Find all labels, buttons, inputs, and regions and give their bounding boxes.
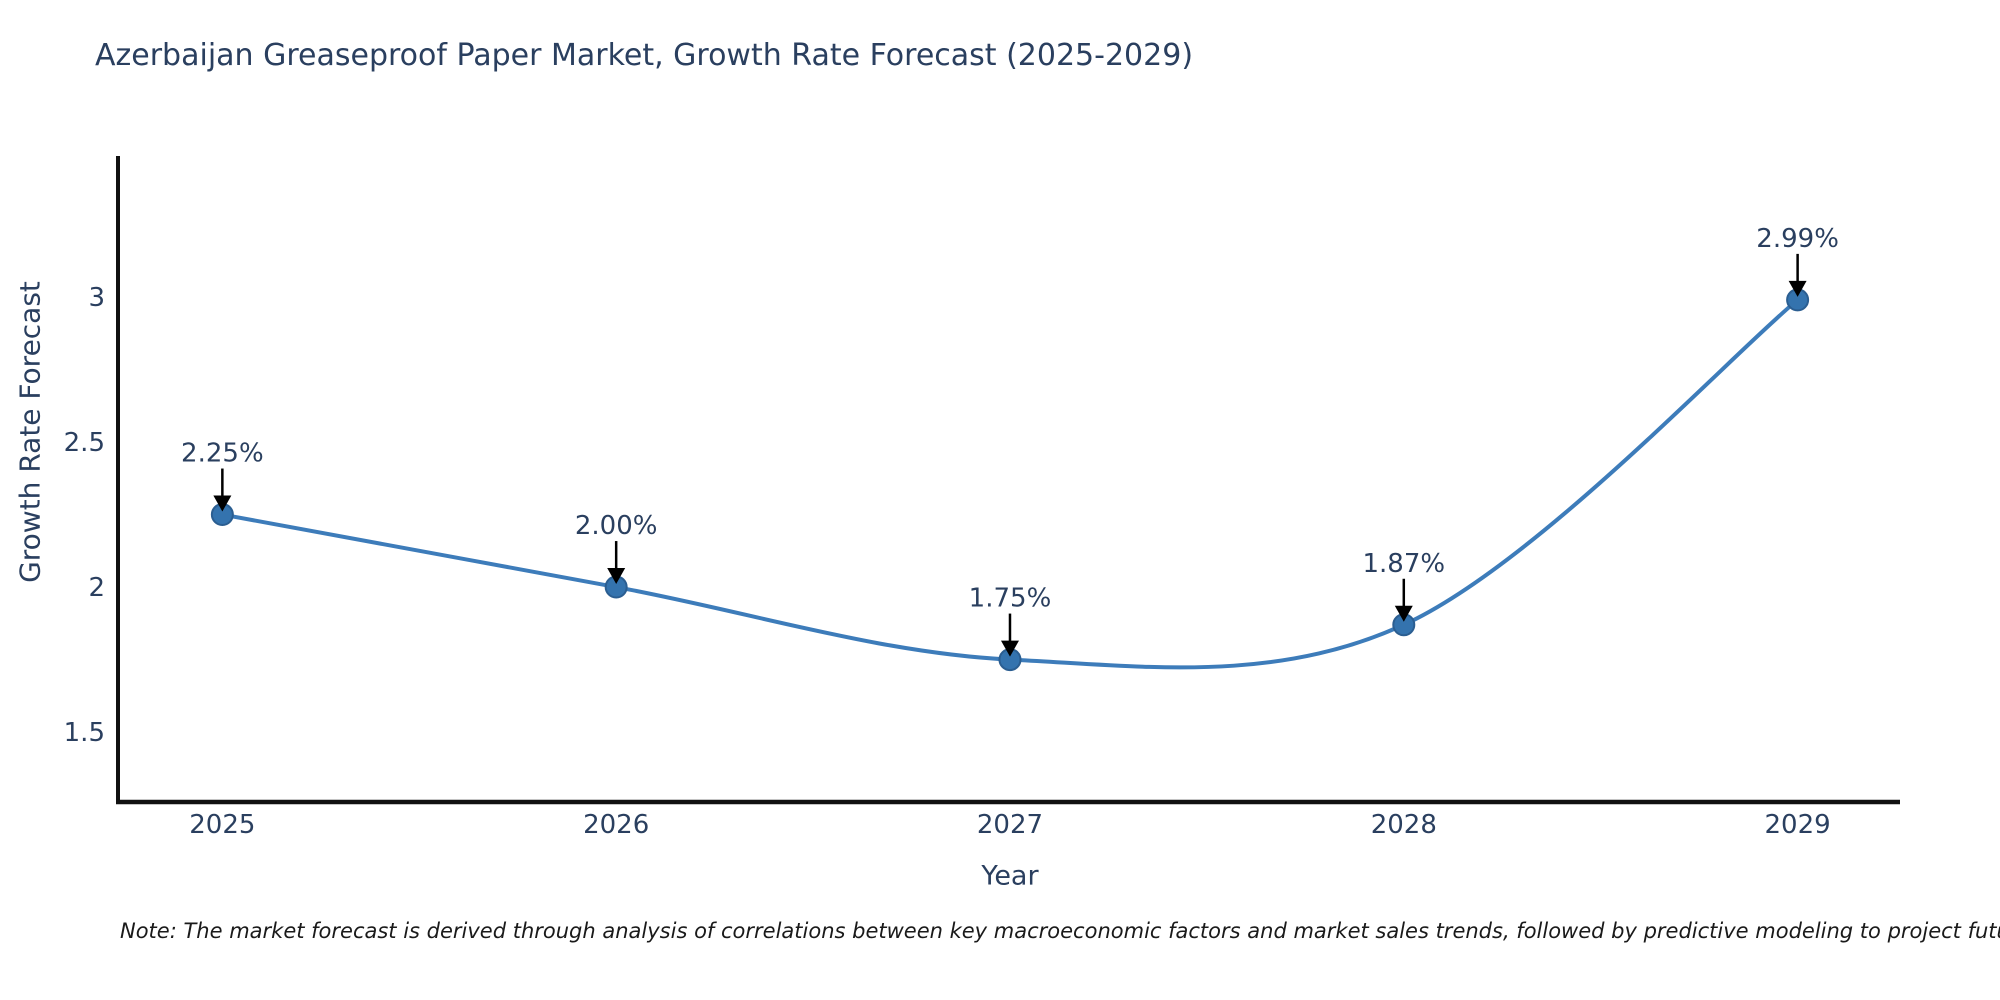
annotation-arrowhead: [213, 495, 232, 512]
chart-title: Azerbaijan Greaseproof Paper Market, Gro…: [95, 38, 1194, 73]
footnote: Note: The market forecast is derived thr…: [120, 919, 2000, 943]
x-tick-label: 2029: [1765, 810, 1831, 840]
x-axis-title: Year: [981, 860, 1039, 892]
data-point-label: 2.25%: [181, 439, 264, 469]
data-point-label: 1.87%: [1362, 549, 1445, 579]
x-tick-label: 2025: [189, 810, 255, 840]
data-point-label: 2.99%: [1756, 224, 1839, 254]
x-tick-label: 2027: [977, 810, 1043, 840]
y-tick-label: 2.5: [64, 428, 105, 458]
y-tick-label: 3: [88, 283, 105, 313]
annotation-arrowhead: [1394, 605, 1413, 622]
data-point-label: 1.75%: [969, 584, 1052, 614]
annotation-arrowhead: [1788, 280, 1807, 297]
x-tick-label: 2026: [583, 810, 649, 840]
x-tick-label: 2028: [1371, 810, 1437, 840]
annotation-arrowhead: [1000, 640, 1019, 657]
y-tick-label: 2: [88, 573, 105, 603]
y-tick-label: 1.5: [64, 718, 105, 748]
data-point-label: 2.00%: [575, 511, 658, 541]
annotation-arrowhead: [607, 568, 626, 585]
